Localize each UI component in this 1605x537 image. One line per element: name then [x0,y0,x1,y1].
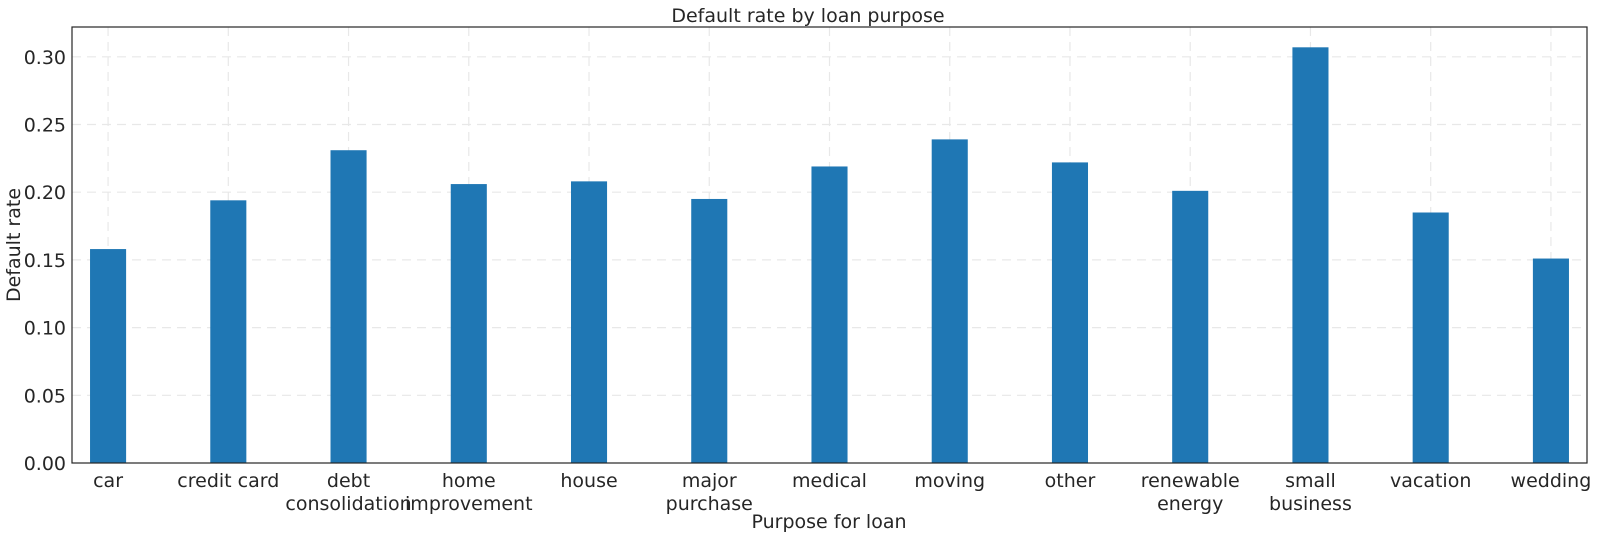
x-tick-label: home improvement [405,470,533,515]
y-tick-label: 0.10 [24,318,66,340]
bars [90,47,1569,464]
x-tick-label: debt consolidation [285,470,411,515]
bar [210,200,247,463]
bar [450,184,487,463]
bar [1172,190,1209,464]
x-tick-label: small business [1269,470,1352,515]
y-tick-label: 0.20 [24,182,66,204]
x-tick-label: wedding [1511,470,1592,492]
bar [691,198,728,463]
bar [1412,212,1449,463]
chart-title: Default rate by loan purpose [671,5,944,27]
x-tick-label: moving [914,470,985,492]
x-tick-label: car [93,470,123,492]
bar [1051,162,1089,463]
bar [1532,258,1569,463]
y-tick-label: 0.25 [24,114,66,136]
bar [90,249,127,463]
x-tick-label: credit card [177,470,279,492]
y-axis-title: Default rate [3,188,25,302]
bar [330,150,367,463]
bar [811,166,848,464]
y-tick-label: 0.15 [24,250,66,272]
bar [931,139,968,464]
x-tick-label: renewable energy [1141,470,1240,515]
x-tick-label: other [1045,470,1096,492]
plot-frame [71,26,1588,464]
x-tick-label: house [560,470,617,492]
x-tick-label: vacation [1390,470,1471,492]
y-tick-label: 0.00 [24,453,66,475]
y-tick-labels: 0.00 0.05 0.10 0.15 0.20 0.25 0.30 [24,47,66,475]
x-axis-title: Purpose for loan [751,511,906,533]
x-tick-label: medical [792,470,867,492]
y-tick-label: 0.05 [24,385,66,407]
bar [570,181,608,464]
y-tick-label: 0.30 [24,47,66,69]
bar [1292,47,1329,464]
x-tick-label: major purchase [666,470,753,515]
